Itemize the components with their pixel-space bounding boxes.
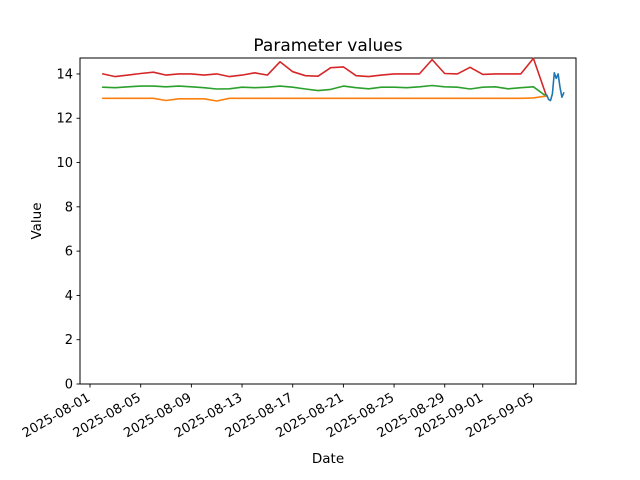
plot-frame <box>79 57 577 385</box>
chart-title: Parameter values <box>253 36 402 56</box>
y-tick-label: 0 <box>65 378 73 393</box>
y-tick-label: 8 <box>65 200 73 215</box>
series-line-green <box>101 84 547 97</box>
y-tick-label: 6 <box>65 245 73 260</box>
x-axis-label: Date <box>312 451 344 467</box>
y-tick-label: 10 <box>56 156 73 171</box>
y-axis-label: Value <box>29 202 45 239</box>
series-line-orange <box>101 95 547 102</box>
y-tick-label: 2 <box>65 333 73 348</box>
y-tick-label: 12 <box>56 112 73 127</box>
y-tick-label: 14 <box>56 67 73 82</box>
plot-area: 024681012142025-08-012025-08-052025-08-0… <box>20 57 577 441</box>
y-tick-label: 4 <box>65 289 73 304</box>
series-line-blue <box>545 72 565 102</box>
series-line-red <box>101 57 547 96</box>
